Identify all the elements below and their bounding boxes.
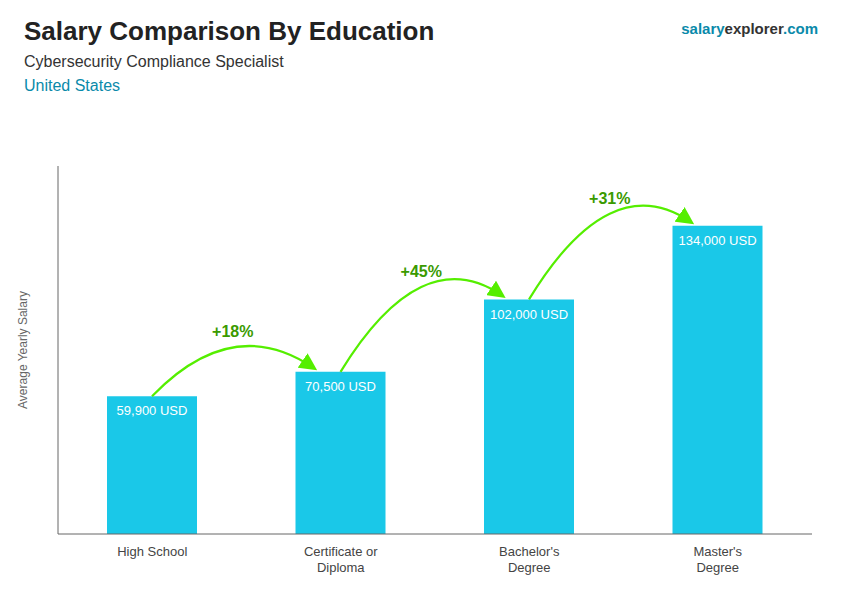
svg-text:High School: High School	[117, 544, 187, 559]
svg-text:+18%: +18%	[212, 323, 253, 340]
svg-text:Average Yearly Salary: Average Yearly Salary	[16, 291, 30, 409]
svg-text:Bachelor'sDegree: Bachelor'sDegree	[499, 544, 560, 575]
svg-text:Master'sDegree: Master'sDegree	[693, 544, 742, 575]
svg-text:+45%: +45%	[401, 263, 442, 280]
svg-text:+31%: +31%	[589, 190, 630, 207]
html-text:Cybersecurity Compliance Speci: Cybersecurity Compliance Specialist	[24, 53, 284, 70]
html-text:salary explorer.com: salary explorer.com	[681, 20, 818, 37]
svg-text:102,000 USD: 102,000 USD	[490, 307, 568, 322]
html-text:Salary Comparison By Education: Salary Comparison By Education	[24, 16, 435, 46]
svg-text:70,500 USD: 70,500 USD	[305, 379, 376, 394]
html-text:United States: United States	[24, 77, 121, 94]
svg-text:134,000 USD: 134,000 USD	[678, 233, 756, 248]
svg-text:Certificate orDiploma: Certificate orDiploma	[304, 544, 378, 575]
svg-text:59,900 USD: 59,900 USD	[117, 403, 188, 418]
